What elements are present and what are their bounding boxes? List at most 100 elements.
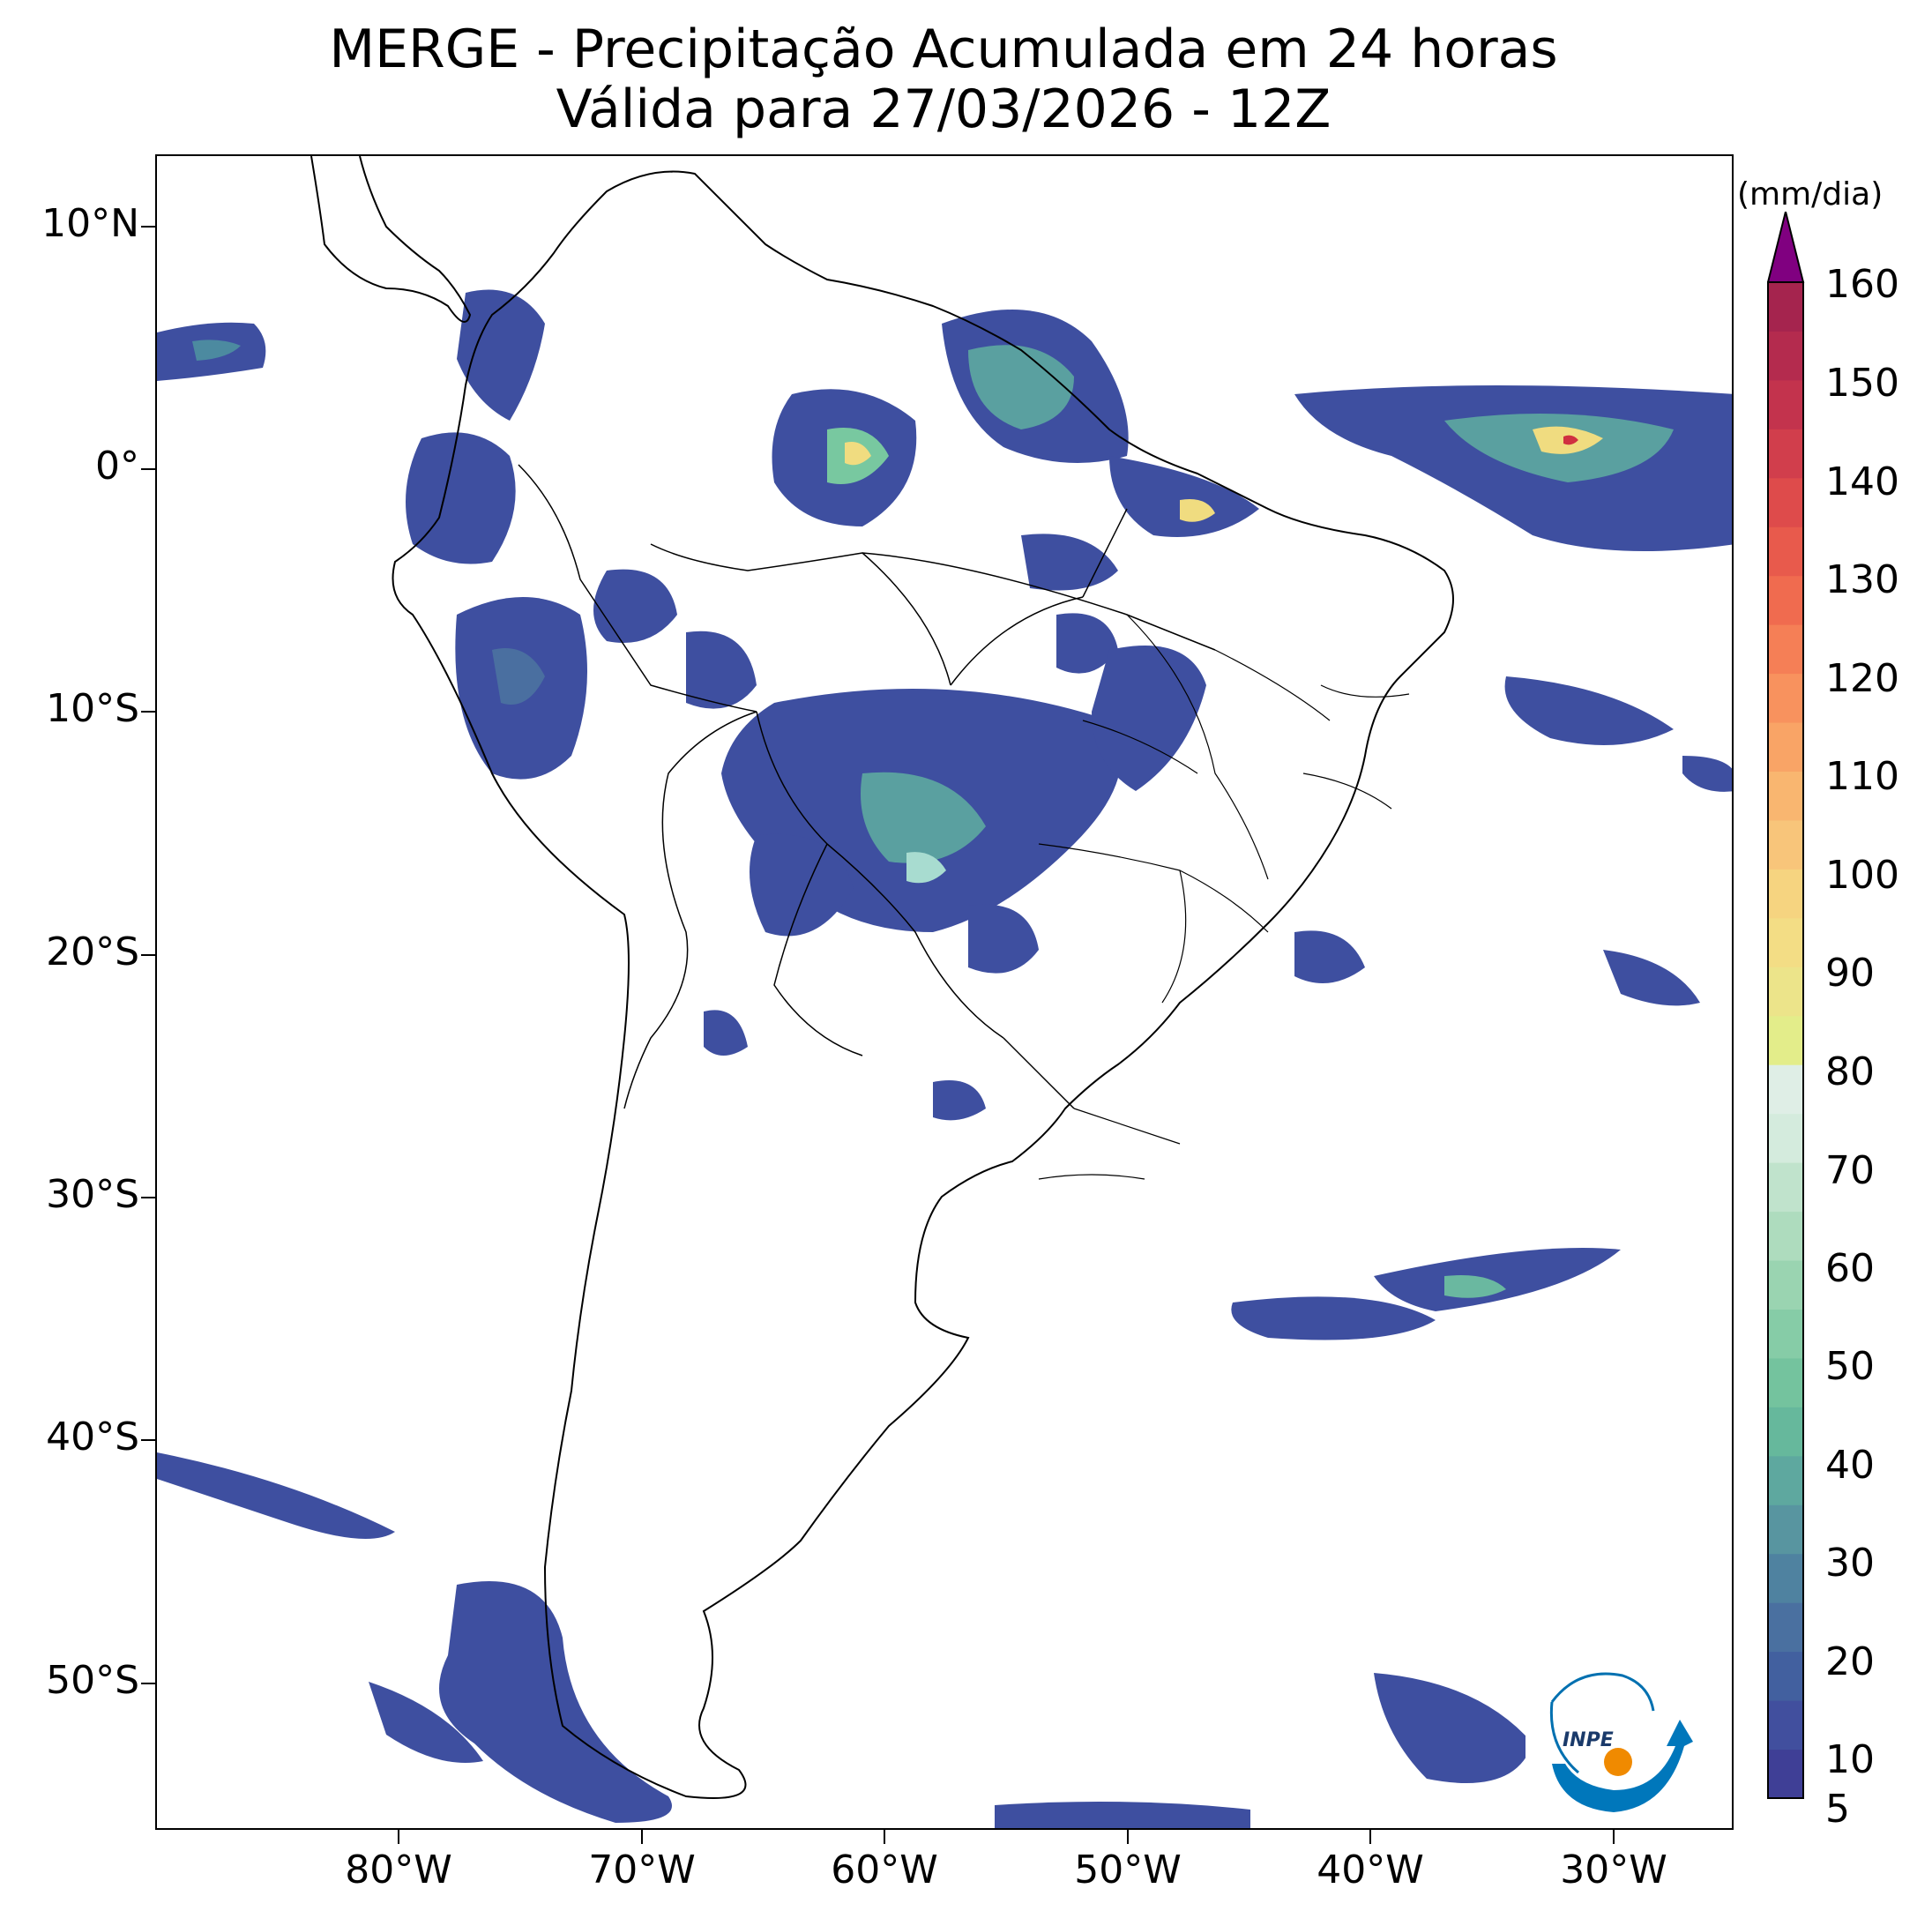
precip-area bbox=[1603, 950, 1700, 1006]
lat-tick bbox=[141, 1197, 155, 1198]
precip-area bbox=[593, 569, 677, 643]
colorbar-label: 140 bbox=[1825, 459, 1899, 504]
precip-area bbox=[861, 772, 986, 863]
colorbar-unit: (mm/dia) bbox=[1737, 176, 1884, 213]
colorbar-band bbox=[1768, 1455, 1803, 1505]
precip-area bbox=[1180, 499, 1215, 522]
lat-label: 50°S bbox=[46, 1658, 139, 1703]
colorbar-label: 120 bbox=[1825, 656, 1899, 701]
lat-tick bbox=[141, 468, 155, 470]
precip-area bbox=[995, 1802, 1250, 1828]
colorbar-label: 80 bbox=[1825, 1049, 1875, 1094]
central-america-coastline bbox=[310, 156, 472, 323]
colorbar-band bbox=[1768, 1602, 1803, 1653]
colorbar-label: 110 bbox=[1825, 754, 1899, 799]
colorbar-label: 160 bbox=[1825, 262, 1899, 307]
colorbar-band bbox=[1768, 282, 1803, 332]
south-america-coastline bbox=[392, 170, 1454, 1799]
colorbar-band bbox=[1768, 379, 1803, 429]
state-borders bbox=[1038, 614, 1410, 1180]
lon-label: 80°W bbox=[345, 1848, 452, 1892]
lon-label: 60°W bbox=[831, 1848, 938, 1892]
precip-area bbox=[1294, 930, 1365, 983]
colorbar-band bbox=[1768, 1015, 1803, 1065]
country-borders bbox=[518, 464, 1216, 1109]
colorbar-band bbox=[1768, 575, 1803, 625]
precip-area bbox=[492, 648, 545, 705]
lon-tick bbox=[1369, 1830, 1371, 1844]
colorbar-band bbox=[1768, 1651, 1803, 1701]
precip-area bbox=[1682, 756, 1732, 792]
colorbar-band bbox=[1768, 967, 1803, 1017]
precip-area bbox=[845, 442, 871, 466]
precip-area bbox=[1374, 1248, 1621, 1311]
colorbar-label: 50 bbox=[1825, 1344, 1875, 1389]
colorbar-band bbox=[1768, 624, 1803, 675]
precip-area bbox=[1563, 435, 1578, 445]
precip-area bbox=[1021, 534, 1118, 591]
precip-area bbox=[704, 1010, 748, 1056]
precip-area bbox=[369, 1682, 483, 1763]
lon-label: 30°W bbox=[1560, 1848, 1667, 1892]
lon-tick bbox=[1127, 1830, 1129, 1844]
precip-area bbox=[933, 1080, 986, 1121]
precip-area bbox=[1504, 676, 1674, 745]
colorbar-band bbox=[1768, 1113, 1803, 1163]
colorbar-band bbox=[1768, 722, 1803, 773]
lon-tick bbox=[1613, 1830, 1615, 1844]
lat-tick bbox=[141, 1683, 155, 1684]
lat-label: 30°S bbox=[46, 1172, 139, 1217]
colorbar-label: 100 bbox=[1825, 853, 1899, 898]
colorbar-extend-arrow bbox=[1767, 212, 1805, 283]
precip-area bbox=[439, 1581, 672, 1823]
colorbar-band bbox=[1768, 1407, 1803, 1457]
colorbar-band bbox=[1768, 477, 1803, 527]
precip-area bbox=[406, 432, 516, 564]
precip-area bbox=[906, 852, 946, 884]
colorbar-label: 90 bbox=[1825, 951, 1875, 996]
precip-area bbox=[1056, 613, 1118, 674]
precip-area bbox=[968, 345, 1074, 429]
colorbar-label: 5 bbox=[1825, 1787, 1850, 1832]
lat-label: 0° bbox=[95, 444, 139, 489]
lat-label: 40°S bbox=[46, 1415, 139, 1459]
precip-area bbox=[1294, 385, 1732, 551]
precipitation-layer bbox=[157, 289, 1732, 1828]
map-canvas bbox=[157, 156, 1732, 1828]
precip-area bbox=[157, 1452, 395, 1539]
lat-tick bbox=[141, 1439, 155, 1441]
colorbar-band bbox=[1768, 1162, 1803, 1213]
colorbar-band bbox=[1768, 331, 1803, 381]
inpe-logo: INPE bbox=[1525, 1649, 1706, 1825]
lat-label: 10°S bbox=[46, 686, 139, 731]
colorbar-label: 150 bbox=[1825, 361, 1899, 406]
lat-tick bbox=[141, 226, 155, 228]
precip-area bbox=[1092, 646, 1206, 791]
precip-area bbox=[1444, 1275, 1506, 1298]
lon-label: 50°W bbox=[1074, 1848, 1182, 1892]
precip-area bbox=[192, 340, 241, 361]
precip-area bbox=[1231, 1296, 1436, 1340]
map-title: MERGE - Precipitação Acumulada em 24 hor… bbox=[329, 19, 1558, 80]
colorbar-label: 60 bbox=[1825, 1246, 1875, 1291]
map-subtitle: Válida para 27/03/2026 - 12Z bbox=[556, 78, 1332, 140]
colorbar-band bbox=[1768, 429, 1803, 479]
precip-area bbox=[1374, 1673, 1533, 1783]
lat-tick bbox=[141, 711, 155, 713]
colorbar-label: 70 bbox=[1825, 1148, 1875, 1193]
colorbar-band bbox=[1768, 673, 1803, 723]
colorbar-band bbox=[1768, 771, 1803, 821]
colorbar-label: 130 bbox=[1825, 557, 1899, 602]
lon-tick bbox=[398, 1830, 399, 1844]
lon-tick bbox=[884, 1830, 885, 1844]
lon-label: 40°W bbox=[1317, 1848, 1424, 1892]
colorbar-band bbox=[1768, 1260, 1803, 1310]
precip-area bbox=[1109, 456, 1259, 537]
lat-tick bbox=[141, 954, 155, 956]
colorbar-band bbox=[1768, 1357, 1803, 1407]
colorbar-band bbox=[1768, 1700, 1803, 1751]
colorbar-band bbox=[1768, 917, 1803, 967]
colorbar-label: 30 bbox=[1825, 1541, 1875, 1586]
precip-area bbox=[968, 904, 1039, 974]
precip-area bbox=[750, 833, 854, 937]
